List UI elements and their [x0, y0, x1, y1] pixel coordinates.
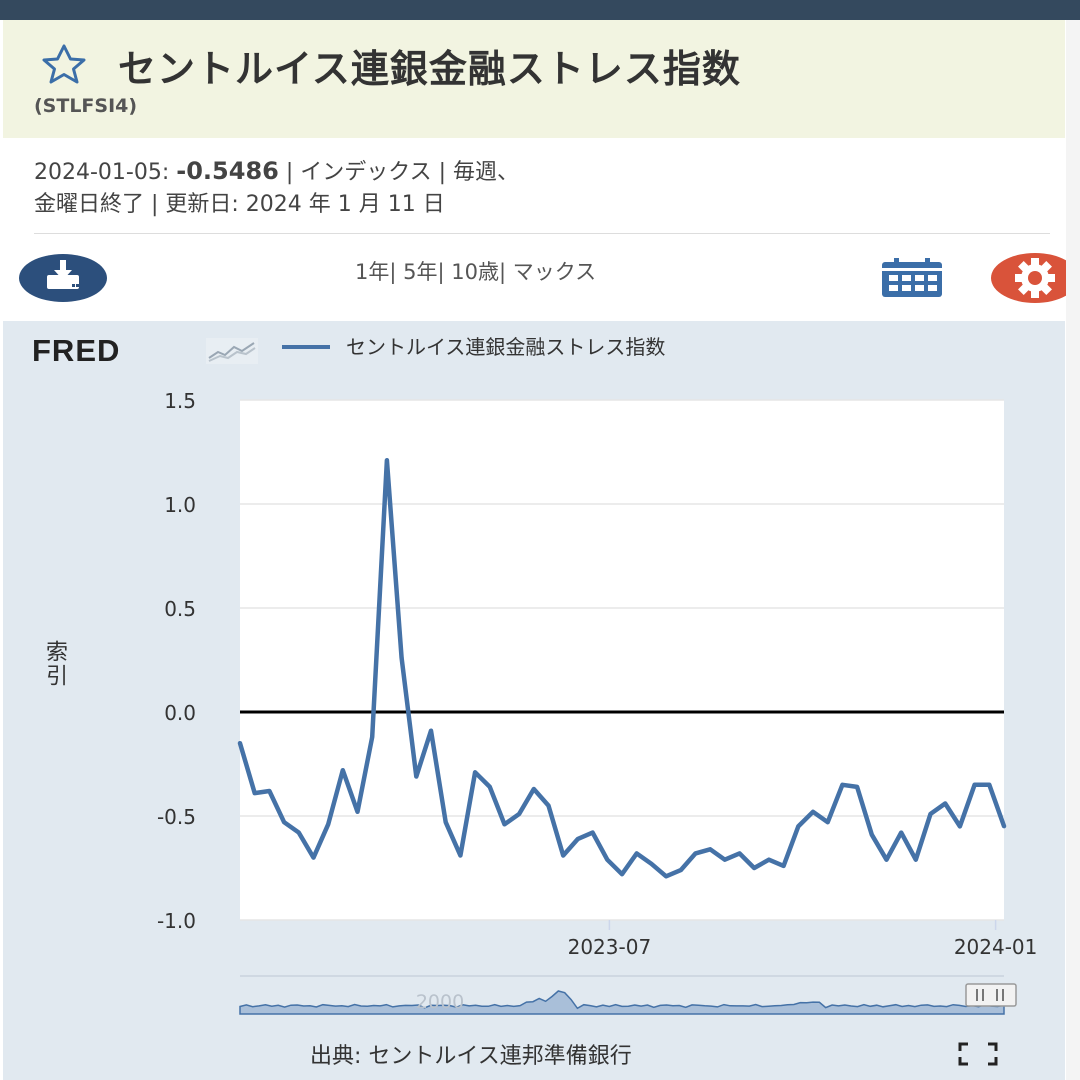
calendar-icon[interactable]: [880, 258, 944, 298]
chart-svg[interactable]: 1.5 1.0 0.5 0.0 -0.5 -1.0 2023-07 2024-01 2000: [0, 380, 1066, 1030]
y-tick-label: -1.0: [157, 909, 196, 933]
title-block: [3, 20, 1065, 138]
navigator-label: 2000: [416, 991, 464, 1013]
page-title: セントルイス連銀金融ストレス指数: [118, 47, 741, 91]
range-1y[interactable]: 1年: [355, 260, 390, 284]
page-edge: [1066, 20, 1080, 1080]
range-10y[interactable]: 10歳: [451, 260, 500, 284]
x-tick-label: 2023-07: [568, 935, 652, 959]
plot-area: [240, 400, 1004, 920]
legend-swatch: [282, 345, 330, 349]
y-tick-label: 1.0: [164, 493, 196, 517]
range-sep: |: [389, 260, 404, 284]
legend-label: セントルイス連銀金融ストレス指数: [346, 335, 666, 359]
y-tick-label: 0.0: [164, 701, 196, 725]
y-tick-label: 1.5: [164, 389, 196, 413]
y-axis-label: 索引: [42, 640, 67, 688]
meta-updated: 金曜日終了 | 更新日: 2024 年 1 月 11 日: [34, 192, 445, 217]
divider: [34, 233, 1050, 234]
star-icon[interactable]: [32, 42, 96, 86]
series-id: (STLFSI4): [34, 95, 138, 117]
latest-value: -0.5486: [176, 157, 279, 185]
range-sep: |: [437, 260, 452, 284]
gear-icon[interactable]: [990, 252, 1080, 304]
series-meta: 2024-01-05: -0.5486 | インデックス | 毎週、 金曜日終了…: [34, 155, 519, 221]
date-range-selector: 1年| 5年| 10歳| マックス: [355, 256, 596, 286]
meta-units: | インデックス | 毎週、: [278, 160, 519, 185]
range-5y[interactable]: 5年: [403, 260, 438, 284]
meta-date: 2024-01-05:: [34, 160, 177, 185]
download-icon[interactable]: [18, 253, 108, 303]
top-bar: [0, 0, 1080, 20]
navigator-series: [239, 990, 1005, 1015]
fullscreen-icon[interactable]: [958, 1042, 998, 1066]
range-sep: |: [499, 260, 513, 284]
fred-logo-mark-icon: [206, 338, 258, 364]
range-max[interactable]: マックス: [512, 260, 597, 284]
y-tick-label: -0.5: [157, 805, 196, 829]
source-note: 出典: セントルイス連邦準備銀行: [310, 1044, 632, 1069]
x-tick-label: 2024-01: [954, 935, 1038, 959]
navigator-handle: [965, 983, 1017, 1007]
fred-logo: FRED: [32, 333, 121, 368]
y-tick-label: 0.5: [164, 597, 196, 621]
